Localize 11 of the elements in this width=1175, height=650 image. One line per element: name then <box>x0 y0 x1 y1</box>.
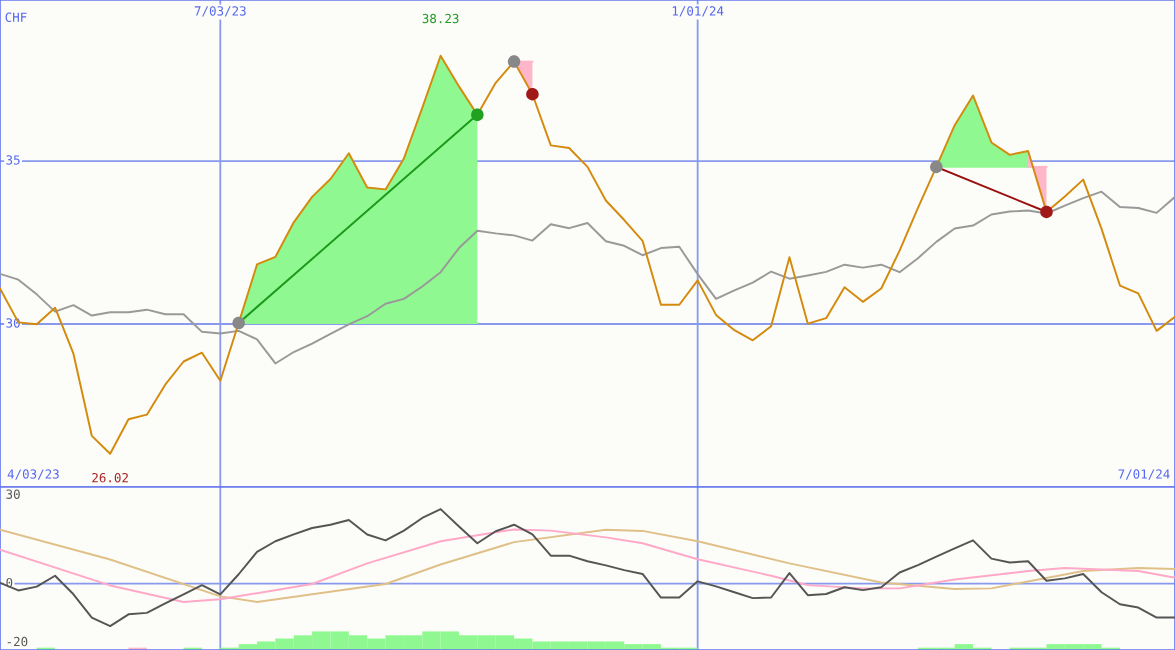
annotation: 7/01/24 <box>1118 469 1170 480</box>
y-tick-label: 30 <box>6 318 20 328</box>
x-tick-label: 7/03/23 <box>194 6 246 17</box>
y-tick-label: 35 <box>6 155 20 165</box>
annotation: 4/03/23 <box>7 469 59 480</box>
x-tick-label: 1/01/24 <box>672 6 724 17</box>
y-tick-label: 30 <box>6 489 20 499</box>
y-axis-title: CHF <box>5 12 27 22</box>
annotation: 38.23 <box>422 13 459 24</box>
annotation: 26.02 <box>92 472 128 483</box>
y-tick-label: -20 <box>7 636 28 647</box>
